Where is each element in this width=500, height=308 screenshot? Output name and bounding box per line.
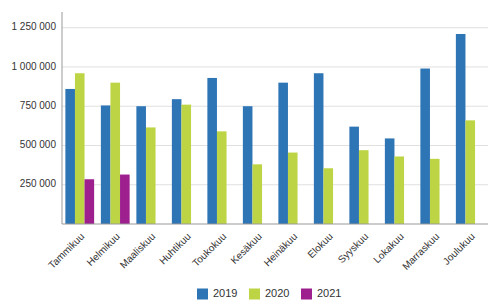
bar (278, 83, 288, 224)
bar (243, 106, 253, 224)
bar (349, 127, 359, 224)
y-axis-line (62, 12, 63, 224)
legend-label: 2021 (317, 287, 341, 299)
bar (101, 105, 111, 224)
x-tick-label: Kesäkuu (228, 231, 263, 266)
bar (430, 159, 440, 224)
bar (120, 175, 130, 224)
bar (85, 179, 95, 224)
bar (420, 69, 430, 224)
x-tick-label: Heinäkuu (262, 231, 300, 269)
grid-line (62, 66, 488, 67)
grid-line (62, 27, 488, 28)
bar (172, 99, 182, 224)
x-tick-label: Lokakuu (371, 231, 406, 266)
bar (314, 73, 324, 224)
bar (110, 83, 120, 224)
legend-label: 2020 (265, 287, 289, 299)
y-tick-label: 250 000 (20, 178, 57, 189)
y-tick-label: 750 000 (20, 100, 57, 111)
bar (359, 150, 369, 224)
x-axis-line (62, 224, 488, 225)
legend-swatch (197, 289, 208, 300)
bar (465, 120, 475, 224)
x-tick-label: Syyskuu (336, 231, 371, 266)
legend-swatch (249, 289, 260, 300)
x-tick-label: Marraskuu (400, 231, 441, 272)
chart-container: 250 000 500 000 750 000 1 000 000 1 250 000 T… (0, 0, 500, 308)
x-tick-label: Maaliskuu (118, 231, 158, 271)
bars (65, 34, 475, 224)
bar (65, 89, 75, 224)
chart-svg: 250 000 500 000 750 000 1 000 000 1 250 000 T… (0, 0, 500, 308)
y-tick-label: 500 000 (20, 139, 57, 150)
bar (75, 73, 85, 224)
x-tick-label: Tammikuu (46, 231, 86, 271)
bar (252, 164, 262, 224)
x-tick-label: Joulukuu (441, 231, 477, 267)
bar (456, 34, 466, 224)
x-tick-label: Helmikuu (85, 231, 122, 268)
y-tick-label: 1 000 000 (12, 61, 57, 72)
legend-label: 2019 (213, 287, 237, 299)
bar (181, 105, 191, 224)
bar (207, 78, 217, 224)
bar (288, 153, 298, 224)
bar (323, 168, 333, 224)
legend-swatch (301, 289, 312, 300)
bar (146, 127, 156, 224)
bar (385, 138, 395, 224)
bar (394, 156, 404, 224)
x-tick-label: Toukokuu (190, 231, 228, 269)
legend: 2019 2020 2021 (197, 287, 341, 300)
bar (217, 131, 227, 224)
bar (136, 106, 146, 224)
x-tick-label: Huhtikuu (157, 231, 193, 267)
y-tick-label: 1 250 000 (12, 21, 57, 32)
x-tick-label: Elokuu (305, 231, 334, 260)
